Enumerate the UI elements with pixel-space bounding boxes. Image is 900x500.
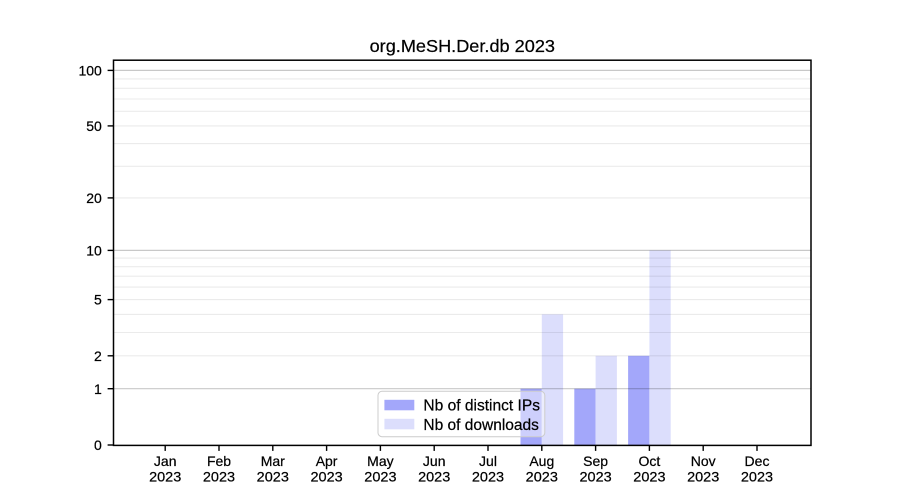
svg-text:50: 50 — [86, 118, 102, 134]
svg-text:Apr: Apr — [316, 453, 338, 469]
svg-text:2023: 2023 — [633, 468, 665, 484]
svg-text:Sep: Sep — [583, 453, 608, 469]
svg-text:2023: 2023 — [364, 468, 396, 484]
svg-text:2023: 2023 — [526, 468, 558, 484]
svg-text:Nb of downloads: Nb of downloads — [423, 417, 539, 434]
svg-text:1: 1 — [94, 381, 102, 397]
svg-text:2023: 2023 — [472, 468, 504, 484]
svg-text:Dec: Dec — [745, 453, 770, 469]
svg-text:10: 10 — [86, 243, 102, 259]
svg-text:5: 5 — [94, 292, 102, 308]
svg-text:2023: 2023 — [311, 468, 343, 484]
svg-text:org.MeSH.Der.db 2023: org.MeSH.Der.db 2023 — [370, 36, 556, 56]
svg-text:2023: 2023 — [741, 468, 773, 484]
svg-text:2: 2 — [94, 348, 102, 364]
svg-text:Jun: Jun — [423, 453, 446, 469]
svg-text:Jan: Jan — [154, 453, 177, 469]
svg-text:2023: 2023 — [687, 468, 719, 484]
svg-text:Nb of distinct IPs: Nb of distinct IPs — [423, 397, 540, 414]
svg-text:Nov: Nov — [691, 453, 716, 469]
svg-text:Mar: Mar — [261, 453, 285, 469]
svg-text:May: May — [367, 453, 393, 469]
svg-text:2023: 2023 — [418, 468, 450, 484]
svg-text:2023: 2023 — [580, 468, 612, 484]
svg-text:100: 100 — [78, 63, 102, 79]
svg-text:2023: 2023 — [149, 468, 181, 484]
svg-text:0: 0 — [94, 437, 102, 453]
svg-text:20: 20 — [86, 190, 102, 206]
svg-text:Oct: Oct — [639, 453, 661, 469]
svg-text:2023: 2023 — [257, 468, 289, 484]
svg-text:Jul: Jul — [479, 453, 497, 469]
svg-text:Feb: Feb — [207, 453, 231, 469]
svg-text:Aug: Aug — [529, 453, 554, 469]
svg-text:2023: 2023 — [203, 468, 235, 484]
